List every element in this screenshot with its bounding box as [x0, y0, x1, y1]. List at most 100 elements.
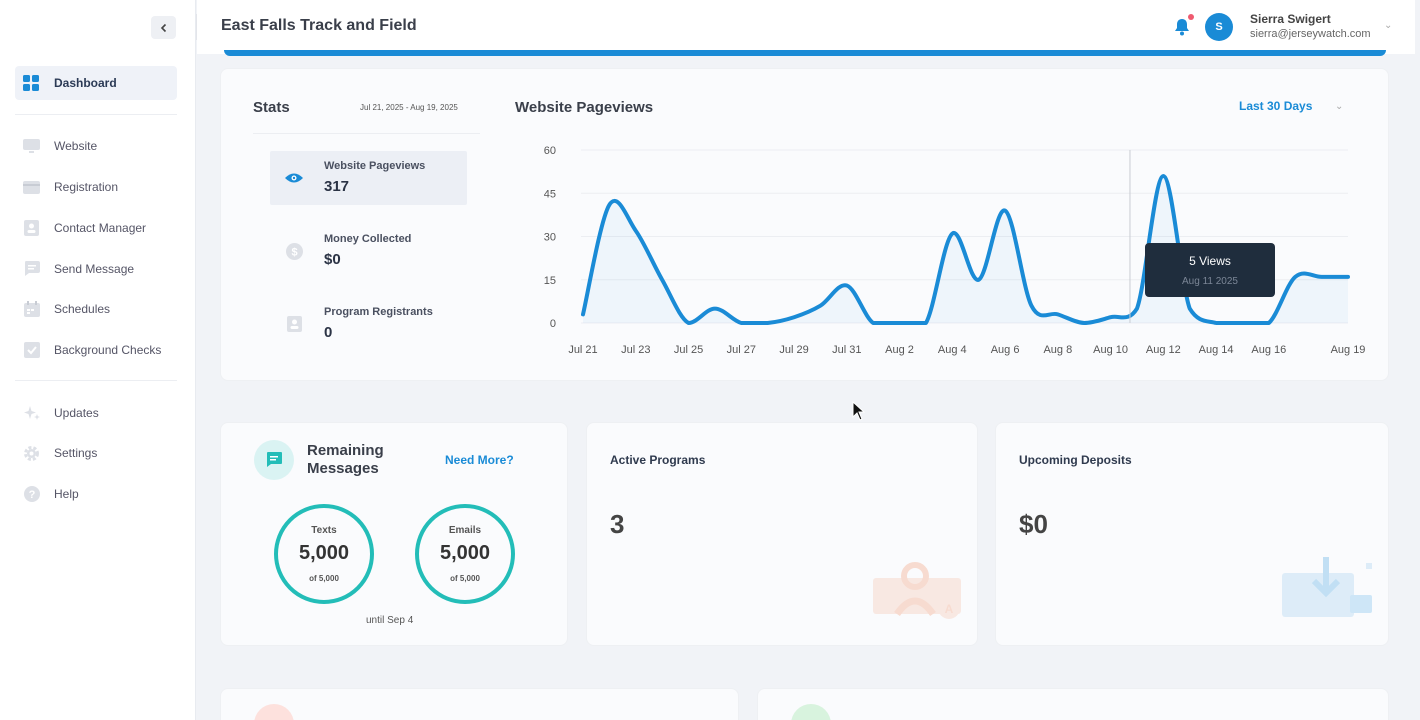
sidebar-item-label: Background Checks — [54, 343, 162, 357]
data-point — [765, 320, 771, 326]
messages-title: Remaining Messages — [307, 442, 384, 477]
monitor-icon — [23, 138, 40, 155]
sidebar: Dashboard Website Registration Contact M… — [0, 0, 196, 720]
collapse-sidebar-button[interactable] — [151, 16, 176, 39]
bottom-card-icon — [791, 704, 831, 720]
data-point — [606, 202, 612, 208]
data-point — [1134, 306, 1140, 312]
sidebar-item-registration[interactable]: Registration — [15, 170, 177, 204]
active-programs-card[interactable]: Active Programs 3 A — [586, 422, 978, 646]
bell-icon[interactable] — [1172, 17, 1192, 37]
data-point — [1028, 303, 1034, 309]
sidebar-item-settings[interactable]: Settings — [15, 436, 177, 470]
x-tick-label: Aug 2 — [885, 344, 914, 356]
svg-text:A: A — [945, 602, 954, 616]
data-point — [686, 320, 692, 326]
data-point — [791, 314, 797, 320]
dollar-icon: $ — [284, 242, 304, 260]
y-tick-label: 45 — [544, 188, 556, 200]
sidebar-divider — [15, 380, 177, 381]
data-point — [817, 303, 823, 309]
sidebar-item-label: Contact Manager — [54, 221, 147, 235]
data-point — [580, 311, 586, 317]
user-name[interactable]: Sierra Swigert — [1250, 12, 1331, 26]
x-tick-label: Aug 4 — [938, 344, 967, 356]
stat-item-money-collected[interactable]: $ Money Collected $0 — [270, 224, 467, 278]
deposit-illustration-icon — [1282, 557, 1372, 617]
data-point — [923, 320, 929, 326]
grid-icon — [23, 74, 40, 92]
sidebar-item-contact-manager[interactable]: Contact Manager — [15, 211, 177, 245]
stats-date-range: Jul 21, 2025 - Aug 19, 2025 — [360, 103, 458, 112]
bottom-card-left — [220, 688, 739, 720]
tooltip-date: Aug 11 2025 — [1182, 276, 1238, 287]
message-icon — [254, 440, 294, 480]
programs-illustration-icon: A — [873, 562, 961, 619]
sidebar-item-dashboard[interactable]: Dashboard — [15, 66, 177, 100]
stat-value: 317 — [324, 178, 350, 195]
x-tick-label: Aug 16 — [1251, 344, 1286, 356]
emails-ring: Emails 5,000 of 5,000 — [415, 504, 515, 604]
stat-item-pageviews[interactable]: Website Pageviews 317 — [270, 151, 467, 205]
data-point — [976, 277, 982, 283]
texts-ring: Texts 5,000 of 5,000 — [274, 504, 374, 604]
notification-dot — [1188, 14, 1194, 20]
user-email: sierra@jerseywatch.com — [1250, 28, 1371, 40]
sidebar-item-label: Dashboard — [54, 76, 117, 90]
tooltip-box — [1145, 243, 1275, 297]
y-tick-label: 15 — [544, 275, 556, 287]
contact-icon — [284, 315, 304, 333]
top-header: East Falls Track and Field S Sierra Swig… — [196, 0, 1415, 54]
message-icon — [23, 261, 40, 278]
stat-item-program-registrants[interactable]: Program Registrants 0 — [270, 297, 467, 351]
contact-icon — [23, 220, 40, 237]
stat-label: Website Pageviews — [324, 160, 426, 172]
chevron-down-icon[interactable]: ⌄ — [1335, 101, 1344, 112]
sidebar-item-background-checks[interactable]: Background Checks — [15, 333, 177, 367]
avatar[interactable]: S — [1205, 13, 1233, 41]
chart-title: Website Pageviews — [515, 99, 654, 116]
sidebar-item-help[interactable]: ? Help — [15, 477, 177, 511]
data-point — [1319, 274, 1325, 280]
data-point — [1081, 320, 1087, 326]
sidebar-item-schedules[interactable]: Schedules — [15, 292, 177, 326]
y-tick-label: 60 — [544, 145, 556, 157]
data-point — [1292, 274, 1298, 280]
sidebar-item-updates[interactable]: Updates — [15, 396, 177, 430]
data-point — [633, 228, 639, 234]
stat-label: Program Registrants — [324, 306, 433, 318]
data-point — [1055, 311, 1061, 317]
card-icon — [23, 179, 40, 196]
sidebar-item-label: Settings — [54, 446, 98, 460]
upcoming-deposits-value: $0 — [1019, 509, 1048, 539]
upcoming-deposits-card[interactable]: Upcoming Deposits $0 — [995, 422, 1389, 646]
texts-label: Texts — [311, 525, 337, 536]
data-point — [1239, 320, 1245, 326]
chevron-down-icon[interactable]: ⌄ — [1384, 20, 1393, 31]
x-tick-label: Aug 10 — [1093, 344, 1128, 356]
pageviews-chart[interactable]: 0 15 30 45 60 Jul 21 Jul 23 Jul 25 Jul 27 Jul 29 J… — [221, 69, 1390, 382]
need-more-link[interactable]: Need More? — [445, 453, 514, 467]
emails-value: 5,000 — [439, 542, 491, 564]
upcoming-deposits-label: Upcoming Deposits — [1019, 453, 1132, 467]
calendar-icon — [23, 301, 40, 318]
sidebar-divider — [15, 114, 177, 115]
until-date: until Sep 4 — [366, 615, 414, 626]
series-line — [581, 173, 1350, 325]
header-accent-strip — [224, 50, 1386, 56]
mouse-cursor-icon — [852, 401, 866, 421]
check-icon — [23, 342, 40, 359]
sidebar-item-label: Updates — [54, 406, 99, 420]
texts-of: of 5,000 — [309, 574, 339, 583]
texts-value: 5,000 — [298, 542, 350, 564]
chevron-left-icon — [160, 23, 166, 32]
data-point — [1002, 208, 1008, 214]
sidebar-item-website[interactable]: Website — [15, 129, 177, 163]
sidebar-item-send-message[interactable]: Send Message — [15, 252, 177, 286]
messages-card: Remaining Messages Need More? Texts 5,00… — [220, 422, 568, 646]
svg-text:$: $ — [291, 246, 297, 258]
sidebar-item-label: Registration — [54, 180, 119, 194]
range-select[interactable]: Last 30 Days — [1239, 99, 1313, 113]
x-tick-label: Aug 12 — [1146, 344, 1181, 356]
bottom-card-right — [757, 688, 1389, 720]
